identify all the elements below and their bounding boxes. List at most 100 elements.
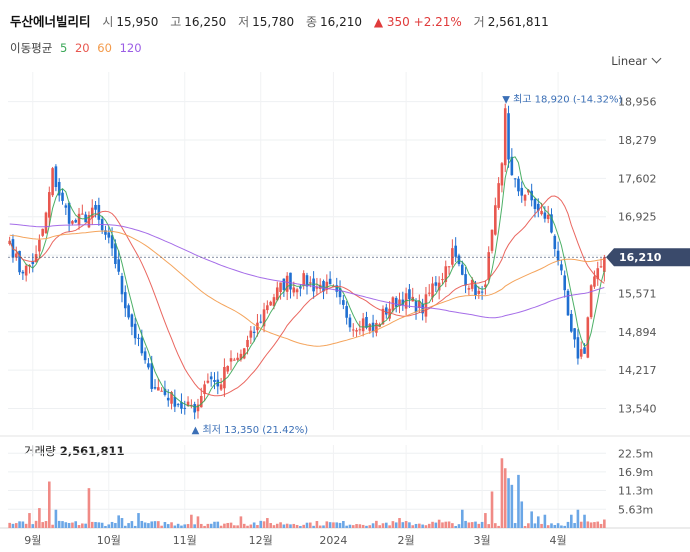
candle-body [338, 288, 342, 298]
candle-body [203, 384, 206, 395]
volume-bar [18, 521, 21, 528]
ma-20[interactable]: 20 [74, 41, 90, 55]
candle-body [183, 407, 187, 409]
volume-bar [527, 523, 530, 528]
volume-bar [170, 522, 173, 528]
volume-bar [239, 516, 243, 528]
volume-bar [71, 522, 74, 528]
volume-bar [246, 525, 249, 528]
volume-bar [157, 521, 160, 528]
candle-body [206, 380, 210, 383]
volume-bar [586, 521, 590, 528]
stock-name: 두산에너빌리티 [10, 14, 91, 29]
volume-bar [593, 522, 596, 528]
candle-body [38, 239, 41, 252]
candle-body [302, 273, 305, 286]
volume-bar [358, 524, 362, 528]
volume-bar [560, 525, 563, 528]
y-tick-label: 15,571 [618, 287, 657, 300]
candle-body [153, 387, 157, 389]
candle-body [41, 228, 44, 236]
volume-bar [140, 520, 144, 528]
ma-5[interactable]: 5 [59, 41, 68, 55]
candle-body [427, 292, 431, 294]
candle-body [249, 330, 253, 338]
ma-60[interactable]: 60 [97, 41, 112, 55]
candle-body [368, 324, 372, 331]
change-arrow-icon: ▲ [373, 15, 384, 29]
candle-body [315, 286, 319, 289]
candle-body [229, 358, 233, 362]
volume-bar [229, 522, 233, 528]
volume-bar [213, 521, 216, 528]
volume-bar [120, 518, 124, 528]
candle-body [351, 329, 355, 331]
candle-body [454, 245, 457, 257]
candle-body [127, 305, 130, 318]
candle-body [292, 287, 296, 293]
volume-bar [570, 514, 573, 528]
candle-body [358, 329, 362, 331]
candle-body [371, 322, 375, 332]
volume-bar [520, 501, 524, 528]
volume-bar [576, 509, 580, 528]
volume-bar [500, 458, 504, 528]
volume-bar [325, 521, 329, 528]
volume-bar [57, 520, 61, 528]
candle-body [589, 285, 593, 318]
volume-bar [510, 484, 514, 528]
close-value: 16,210 [320, 15, 363, 29]
candle-body [21, 271, 25, 274]
volume-bar [342, 521, 345, 528]
volume-bar [223, 523, 226, 528]
volume-bar [530, 511, 533, 528]
volume-bar [536, 516, 540, 528]
volume-bar [209, 523, 213, 528]
volume-bar [474, 521, 477, 528]
scale-label: Linear [611, 54, 647, 68]
volume-bar [355, 524, 358, 528]
ma-legend[interactable]: 이동평균 5 20 60 120 [10, 40, 146, 56]
candle-body [90, 207, 94, 218]
volume-bar [117, 515, 120, 528]
candle-body [536, 203, 540, 211]
volume-bar [266, 518, 269, 528]
volume-bar [84, 523, 87, 528]
candle-body [94, 204, 97, 210]
volume-bar [371, 523, 375, 528]
volume-bar [216, 521, 220, 528]
volume-bar [441, 522, 444, 528]
volume-bar [133, 525, 137, 528]
volume-bar [414, 523, 418, 528]
volume-bar [368, 525, 372, 528]
candle-body [51, 168, 54, 196]
scale-dropdown[interactable]: Linear [611, 53, 662, 68]
candle-body [8, 240, 11, 244]
candle-body [223, 366, 226, 389]
volume-bar [186, 524, 190, 528]
volume-y-tick-label: 16.9m [618, 466, 653, 479]
volume-bar [388, 525, 391, 528]
volume-bar [431, 521, 434, 528]
volume-bar [573, 523, 576, 528]
volume-bar [553, 525, 557, 528]
candle-body [140, 337, 144, 354]
y-tick-label: 18,279 [618, 134, 657, 147]
candle-body [424, 294, 428, 317]
candle-body [444, 266, 448, 282]
ma-line-120 [9, 223, 605, 319]
candle-body [434, 282, 438, 286]
volume-bar [513, 523, 517, 528]
y-tick-label: 13,540 [618, 402, 657, 415]
candle-body [199, 395, 203, 408]
candle-body [398, 299, 401, 307]
candle-body [242, 348, 246, 359]
ma-120[interactable]: 120 [119, 41, 142, 55]
candle-body [381, 308, 385, 325]
volume-bar [219, 525, 223, 528]
volume-bar [107, 524, 111, 528]
candle-body [477, 290, 481, 294]
volume-bar [437, 519, 441, 528]
volume-bar [173, 525, 177, 528]
